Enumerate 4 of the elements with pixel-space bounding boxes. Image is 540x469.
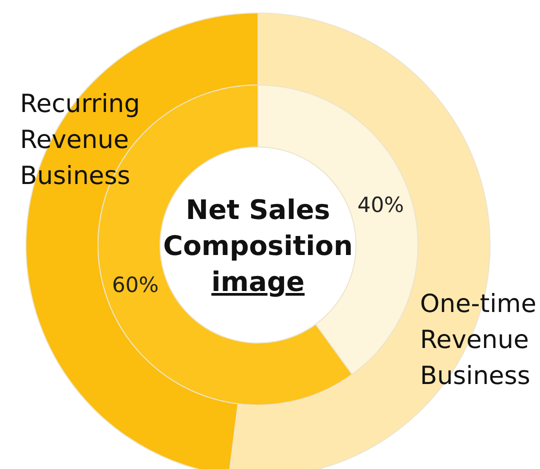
text: Net Sales Composition image	[163, 195, 353, 298]
data-label: 40%	[357, 193, 404, 218]
slice-label: One-time Revenue Business	[420, 289, 536, 390]
data-label: 60%	[112, 272, 159, 297]
